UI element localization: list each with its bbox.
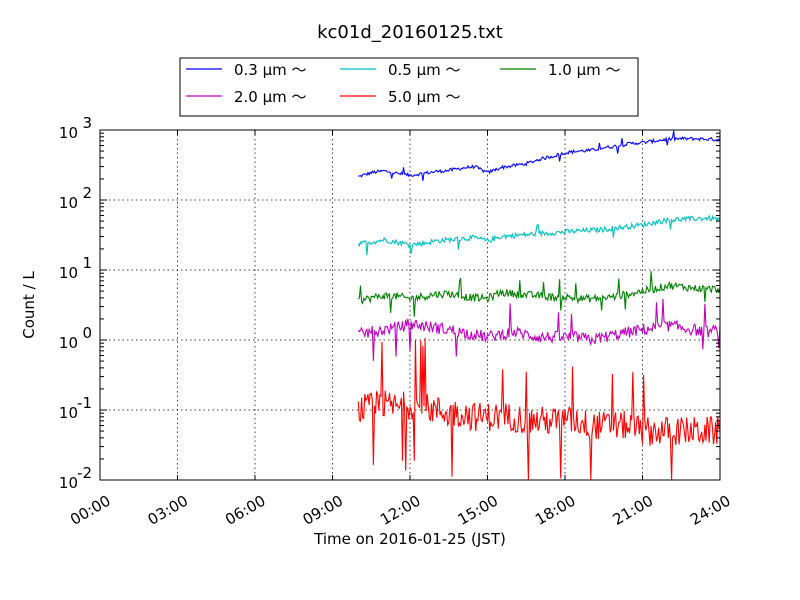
y-tick-label: 10 — [59, 124, 78, 142]
legend-label-2: 1.0 μm ～ — [548, 61, 621, 79]
legend-label-0: 0.3 μm ～ — [234, 61, 307, 79]
y-tick-exponent: 3 — [82, 114, 92, 132]
y-tick-exponent: -2 — [77, 464, 92, 482]
series-line-2 — [358, 270, 721, 317]
series-layer — [357, 130, 721, 481]
series-line-3 — [357, 298, 721, 361]
legend-frame — [179, 57, 639, 117]
y-tick-label: 10 — [59, 194, 78, 212]
y-axis-label: Count / L — [20, 271, 38, 339]
y-tick-label: 10 — [59, 334, 78, 352]
y-tick-exponent: -1 — [77, 394, 92, 412]
x-axis-label: Time on 2016-01-25 (JST) — [313, 530, 506, 548]
y-tick-exponent: 1 — [82, 254, 92, 272]
chart-title: kc01d_20160125.txt — [317, 22, 503, 43]
y-tick-exponent: 0 — [82, 324, 92, 342]
legend-label-1: 0.5 μm ～ — [388, 61, 461, 79]
series-line-4 — [357, 337, 721, 481]
y-tick-label: 10 — [59, 474, 78, 492]
series-line-0 — [358, 130, 721, 181]
y-tick-exponent: 2 — [82, 184, 92, 202]
legend-label-4: 5.0 μm ～ — [388, 88, 461, 106]
y-tick-label: 10 — [59, 404, 78, 422]
y-tick-label: 10 — [59, 264, 78, 282]
series-line-1 — [357, 214, 721, 256]
legend: 0.3 μm ～ 0.5 μm ～ 1.0 μm ～ 2.0 μm ～ 5.0 μm ～ — [179, 57, 639, 117]
legend-label-3: 2.0 μm ～ — [234, 88, 307, 106]
